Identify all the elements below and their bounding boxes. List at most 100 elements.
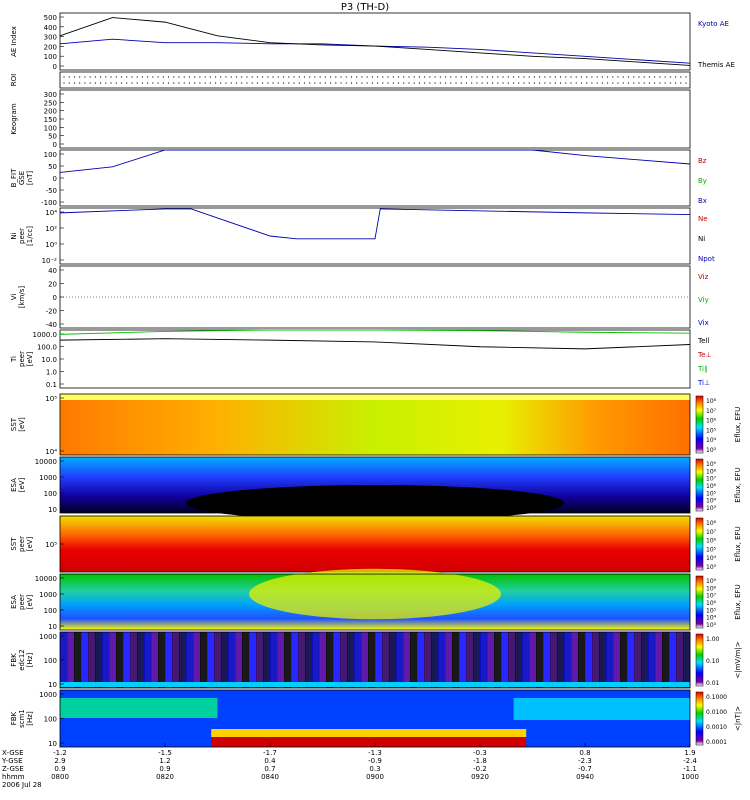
roi-dot (533, 76, 536, 78)
panel-frame (59, 71, 691, 89)
colorbar (695, 691, 704, 746)
roi-dot (94, 76, 96, 78)
fbk-edc-column (368, 632, 376, 688)
roi-dot (570, 82, 572, 84)
roi-dot (115, 82, 117, 84)
legend-label: Bz (698, 157, 707, 165)
roi-dot (282, 82, 285, 84)
roi-dot (455, 76, 457, 78)
xtick-value: -1.3 (368, 749, 382, 757)
xtick-value: 0820 (156, 773, 174, 781)
panel-ti: Tipeer[eV] 1000.0 100.0 10.0 1.0 0.1 Tell Te⊥ Ti… (10, 329, 712, 389)
roi-dot (220, 76, 222, 78)
ytick-label: 50 (48, 163, 57, 171)
fbk-edc-column (270, 632, 278, 688)
roi-dot (460, 82, 462, 84)
legend-label: Kyoto AE (698, 20, 729, 28)
ytick-label: 1000 (39, 633, 57, 641)
fbk-edc-column (214, 632, 222, 688)
fbk-edc-column (564, 632, 572, 688)
roi-dot (345, 76, 347, 78)
ytick-label: 10 (48, 623, 57, 631)
ylabel-line: ROI (10, 74, 18, 86)
fbk-edc-column (480, 632, 488, 688)
series-ae-themisae (59, 17, 691, 66)
roi-dot (612, 76, 614, 78)
roi-dot (664, 82, 666, 84)
series-ni-npot (59, 208, 691, 240)
ylabel-line: [km/s] (18, 286, 26, 309)
roi-dot (654, 76, 656, 78)
fbk-edc-column (326, 632, 334, 688)
panel-frame (59, 207, 691, 265)
roi-dot (319, 82, 321, 84)
roi-dot (199, 76, 201, 78)
roi-dot (497, 76, 499, 78)
panel-ylabel: SSTpeer[eV] (10, 536, 34, 552)
ytick-label: 500 (44, 14, 57, 22)
roi-dot (277, 82, 279, 84)
panel-roi: ROI (10, 71, 691, 89)
roi-dot (298, 76, 300, 78)
roi-dot (512, 76, 515, 78)
roi-dot (633, 76, 635, 78)
xtick-value: 0.7 (264, 765, 275, 773)
roi-dot (565, 82, 567, 84)
roi-dot (220, 82, 222, 84)
roi-dot (397, 76, 400, 78)
ytick-label: 10² (45, 225, 57, 233)
ytick-label: 1000 (39, 474, 57, 482)
fbk-edc-column (123, 632, 131, 688)
roi-dot (586, 76, 588, 78)
roi-dot (173, 76, 175, 78)
ylabel-line: ESA (10, 478, 18, 492)
roi-dot (361, 82, 363, 84)
colorbar-title: <|nT|> (734, 706, 742, 731)
colorbar-tick: 10⁸ (706, 398, 717, 405)
xtick-value: 1000 (681, 773, 699, 781)
roi-dot (141, 76, 144, 78)
roi-dot (162, 82, 164, 84)
roi-dot (606, 76, 609, 78)
roi-dot (528, 82, 530, 84)
xtick-value: 1.9 (684, 749, 695, 757)
roi-dot (424, 82, 426, 84)
roi-dot (319, 76, 321, 78)
panel-ylabel: FBKscm1[Hz] (10, 709, 34, 728)
colorbar-title: <|mV/m|> (734, 641, 742, 678)
roi-dot (340, 76, 342, 78)
colorbar-tick: 0.10 (706, 658, 720, 665)
ytick-label: 0 (53, 141, 57, 149)
roi-dot (246, 76, 248, 78)
ylabel-line: [Hz] (26, 653, 34, 668)
ytick-label: 100 (44, 657, 57, 665)
legend-label: Bx (698, 197, 707, 205)
legend-label: Ti⊥ (697, 379, 710, 387)
colorbar-tick: 0.0010 (706, 724, 727, 731)
roi-dot (251, 76, 253, 78)
ylabel-line: [1/cc] (26, 226, 34, 246)
roi-dot (549, 76, 551, 78)
roi-dot (131, 82, 133, 84)
legend-label: By (698, 177, 707, 185)
roi-dot (183, 82, 185, 84)
ytick-label: 0.1 (46, 381, 57, 389)
roi-dot (335, 82, 337, 84)
fbk-edc-low-band (60, 682, 690, 687)
axis-row-label: Z-GSE (2, 765, 24, 773)
roi-dot (413, 76, 415, 78)
roi-dot (105, 76, 107, 78)
fbk-edc-column (291, 632, 299, 688)
fbk-edc-column (683, 632, 691, 688)
roi-dot (606, 82, 609, 84)
xtick-value: 0.9 (54, 765, 65, 773)
ytick-label: 100.0 (37, 344, 57, 352)
colorbar-title: Eflux, EFU (734, 584, 742, 619)
ylabel-line: Ni (10, 232, 18, 239)
fbk-edc-column (74, 632, 82, 688)
fbk-edc-column (319, 632, 327, 688)
xtick-value: -0.3 (473, 749, 487, 757)
ylabel-line: [eV] (18, 417, 26, 432)
roi-dot (256, 76, 258, 78)
